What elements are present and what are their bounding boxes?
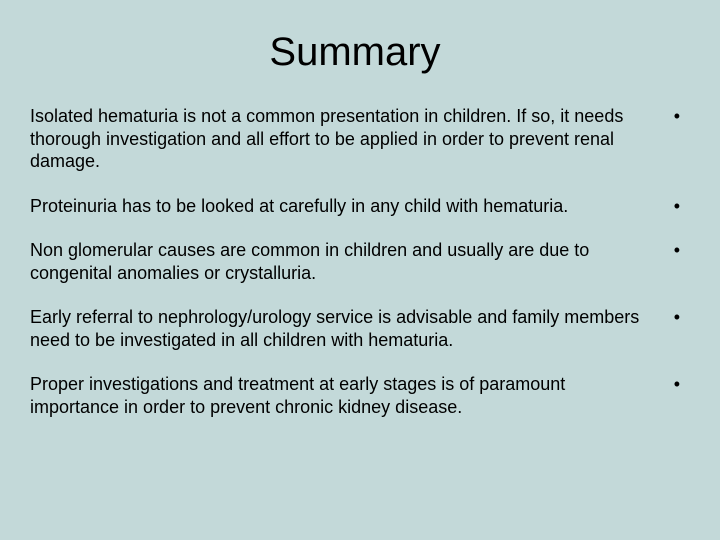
bullet-icon: •: [664, 105, 680, 128]
bullet-point: Proper investigations and treatment at e…: [30, 373, 680, 418]
point-text: Non glomerular causes are common in chil…: [30, 239, 664, 284]
point-text: Proteinuria has to be looked at carefull…: [30, 195, 664, 218]
point-text: Isolated hematuria is not a common prese…: [30, 105, 664, 173]
bullet-point: Proteinuria has to be looked at carefull…: [30, 195, 680, 218]
bullet-icon: •: [664, 239, 680, 262]
slide: Summary Isolated hematuria is not a comm…: [0, 0, 720, 540]
slide-title: Summary: [30, 30, 680, 75]
bullet-point: Early referral to nephrology/urology ser…: [30, 306, 680, 351]
bullet-icon: •: [664, 373, 680, 396]
bullet-point: Non glomerular causes are common in chil…: [30, 239, 680, 284]
point-text: Proper investigations and treatment at e…: [30, 373, 664, 418]
bullet-icon: •: [664, 195, 680, 218]
point-text: Early referral to nephrology/urology ser…: [30, 306, 664, 351]
bullet-point: Isolated hematuria is not a common prese…: [30, 105, 680, 173]
bullet-icon: •: [664, 306, 680, 329]
